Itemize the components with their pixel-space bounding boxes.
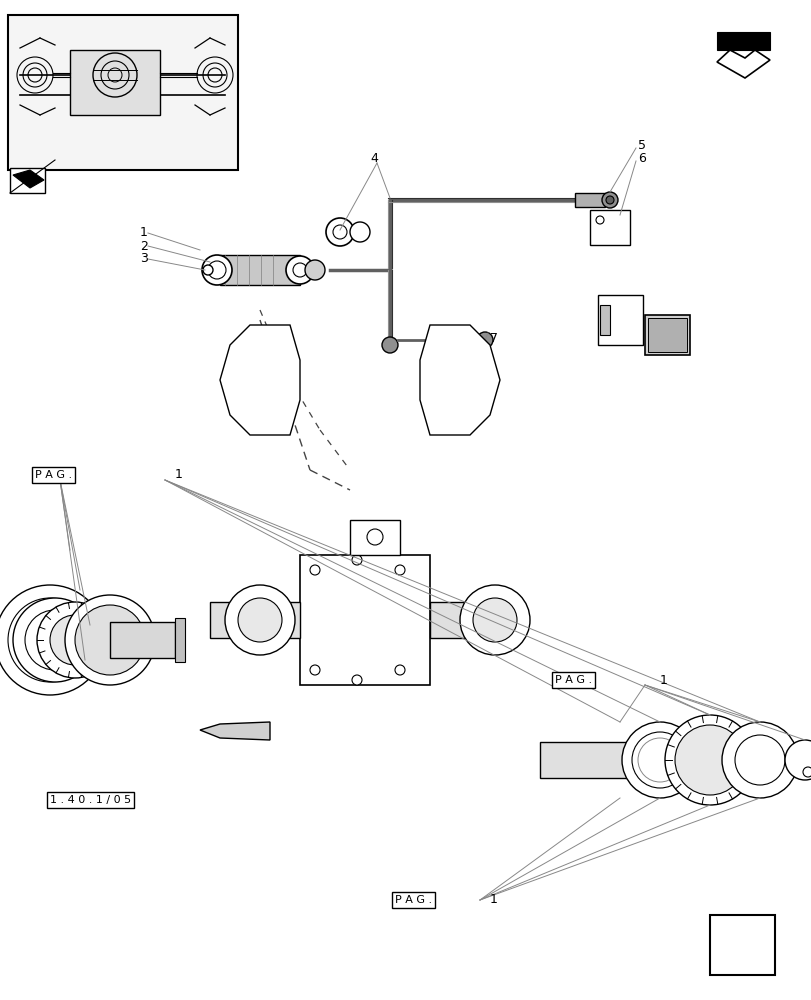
Text: 1: 1 [175,468,182,482]
Text: 3: 3 [139,252,148,265]
Circle shape [202,255,232,285]
Circle shape [325,218,354,246]
Bar [599,305,609,335]
Circle shape [203,265,212,275]
Circle shape [394,565,405,575]
Text: 7: 7 [489,332,497,344]
Circle shape [664,715,754,805]
Text: 1: 1 [139,227,148,239]
Circle shape [293,263,307,277]
Bar [175,618,185,662]
Polygon shape [13,170,44,188]
Text: 2: 2 [139,239,148,252]
Circle shape [381,337,397,353]
Bar [299,555,430,685]
Circle shape [65,595,155,685]
Text: P A G .: P A G . [554,675,591,685]
Circle shape [8,598,92,682]
Bar [10,168,45,193]
Circle shape [734,735,784,785]
Circle shape [351,675,362,685]
Circle shape [208,261,225,279]
Bar [210,602,299,638]
Circle shape [305,260,324,280]
Circle shape [0,585,105,695]
Circle shape [473,598,517,642]
Circle shape [351,555,362,565]
Circle shape [476,332,492,348]
Bar [109,622,175,658]
Circle shape [25,610,85,670]
Circle shape [37,602,113,678]
Circle shape [367,529,383,545]
Text: 1 . 4 0 . 1 / 0 5: 1 . 4 0 . 1 / 0 5 [50,795,131,805]
Bar [597,295,642,345]
Bar [647,318,686,352]
Circle shape [802,767,811,777]
Circle shape [605,196,613,204]
Bar [709,915,774,975]
Circle shape [225,585,294,655]
Circle shape [238,598,281,642]
Circle shape [631,732,687,788]
Text: 4: 4 [370,152,377,165]
Circle shape [310,665,320,675]
Polygon shape [200,722,270,740]
Circle shape [784,740,811,780]
Circle shape [50,615,100,665]
Text: 1: 1 [489,894,497,906]
Bar [350,520,400,555]
Text: 5: 5 [637,139,646,152]
Bar [574,193,604,207]
Text: 1: 1 [659,674,667,686]
Circle shape [13,598,97,682]
Text: P A G .: P A G . [35,470,72,480]
Bar [220,255,299,285]
Circle shape [601,192,617,208]
Polygon shape [716,50,769,78]
Bar [539,742,639,778]
Bar [70,50,160,115]
Polygon shape [716,32,769,50]
Polygon shape [419,325,500,435]
Circle shape [285,256,314,284]
Bar [644,315,689,355]
Circle shape [460,585,530,655]
Polygon shape [220,325,299,435]
Bar [8,15,238,170]
Bar [590,210,629,245]
Bar [430,602,509,638]
Circle shape [674,725,744,795]
Text: P A G .: P A G . [394,895,431,905]
Circle shape [621,722,697,798]
Circle shape [333,225,346,239]
Circle shape [394,665,405,675]
Text: 6: 6 [637,152,645,165]
Circle shape [721,722,797,798]
Circle shape [350,222,370,242]
Circle shape [310,565,320,575]
Circle shape [75,605,145,675]
Circle shape [595,216,603,224]
